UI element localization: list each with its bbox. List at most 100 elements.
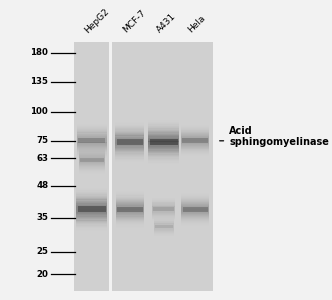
Bar <box>148 140 179 145</box>
Bar <box>116 193 144 198</box>
Bar <box>115 133 144 138</box>
Bar <box>77 139 107 144</box>
Bar <box>148 146 179 151</box>
Bar <box>115 154 144 158</box>
Bar <box>181 217 209 221</box>
Bar <box>116 214 144 219</box>
Bar <box>181 145 209 149</box>
Bar <box>181 146 209 150</box>
Bar <box>77 137 107 141</box>
Bar <box>154 235 174 238</box>
Bar <box>77 152 107 157</box>
Bar <box>154 227 174 230</box>
Text: MCF-7: MCF-7 <box>121 8 147 34</box>
Bar <box>181 144 209 148</box>
Bar <box>154 231 174 234</box>
Bar <box>181 200 209 204</box>
Bar <box>181 127 209 131</box>
Bar <box>154 220 174 223</box>
Bar <box>77 126 107 130</box>
Bar <box>152 216 175 220</box>
Bar <box>76 209 107 214</box>
Bar <box>181 197 209 201</box>
Bar <box>181 201 209 205</box>
Bar <box>79 159 105 162</box>
Bar <box>116 210 144 214</box>
Bar <box>152 202 175 206</box>
Bar <box>77 138 107 142</box>
Bar <box>79 166 105 169</box>
Bar <box>181 219 209 223</box>
Bar <box>148 152 179 157</box>
Bar <box>152 219 175 223</box>
Bar <box>115 136 144 140</box>
Bar <box>116 204 144 209</box>
Bar <box>79 170 105 174</box>
Bar <box>152 201 175 204</box>
Bar <box>77 151 107 156</box>
Bar <box>79 162 105 166</box>
Bar <box>148 156 179 161</box>
Bar <box>154 230 174 233</box>
Bar <box>77 150 107 155</box>
Bar <box>148 142 179 147</box>
Bar <box>115 122 144 127</box>
Bar <box>154 226 174 229</box>
Bar <box>152 213 175 216</box>
Bar <box>181 139 209 143</box>
Bar <box>181 194 209 198</box>
Bar <box>152 214 175 217</box>
Bar <box>77 144 107 148</box>
Bar <box>148 122 179 127</box>
Bar <box>182 139 208 143</box>
Bar <box>152 219 175 222</box>
Bar <box>181 195 209 199</box>
Bar <box>78 138 105 143</box>
Bar <box>181 147 209 152</box>
Bar <box>181 221 209 225</box>
Bar <box>148 127 179 132</box>
Bar <box>152 197 175 200</box>
Bar <box>116 223 144 228</box>
Bar <box>79 145 105 149</box>
Bar <box>181 210 209 214</box>
Bar <box>181 193 209 197</box>
Bar <box>181 136 209 140</box>
Bar <box>181 141 209 146</box>
Bar <box>152 214 175 218</box>
Bar <box>146 42 182 290</box>
Bar <box>181 152 209 157</box>
Bar <box>115 137 144 142</box>
Bar <box>152 215 175 219</box>
Bar <box>116 208 144 212</box>
Bar <box>115 151 144 156</box>
Bar <box>154 232 174 235</box>
Bar <box>77 145 107 149</box>
Bar <box>152 202 175 205</box>
Bar <box>148 151 179 156</box>
Bar <box>79 169 105 173</box>
Bar <box>79 169 105 172</box>
Bar <box>76 213 107 218</box>
Bar <box>76 211 107 217</box>
Text: Hela: Hela <box>186 14 207 34</box>
Bar <box>181 196 209 200</box>
Bar <box>79 163 105 167</box>
Bar <box>115 124 144 130</box>
Bar <box>116 222 144 226</box>
Bar <box>79 160 105 164</box>
Bar <box>79 154 105 158</box>
Bar <box>77 129 107 134</box>
Bar <box>148 126 179 131</box>
Bar <box>76 210 107 215</box>
Bar <box>116 219 144 223</box>
Bar <box>152 218 175 221</box>
Bar <box>76 218 107 223</box>
Bar <box>77 135 107 139</box>
Bar <box>77 148 107 152</box>
Bar <box>181 138 209 142</box>
Bar <box>76 200 107 205</box>
Bar <box>116 192 144 196</box>
Bar <box>76 203 107 209</box>
Bar <box>116 220 144 224</box>
